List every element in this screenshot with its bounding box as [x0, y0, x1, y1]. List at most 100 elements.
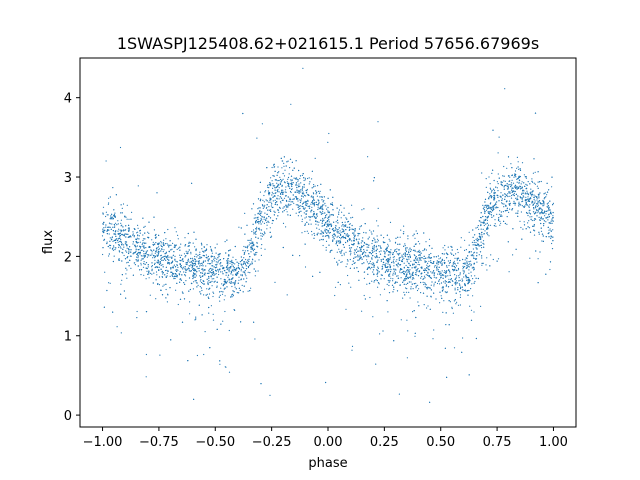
data-point	[247, 271, 249, 273]
data-point	[539, 202, 542, 204]
data-point	[466, 265, 468, 267]
data-point	[172, 242, 174, 244]
data-point	[247, 261, 249, 263]
data-point	[444, 275, 446, 277]
data-point	[297, 184, 299, 186]
data-point	[197, 267, 199, 270]
data-point	[205, 265, 207, 267]
data-point	[166, 275, 168, 277]
data-point	[109, 196, 111, 198]
data-point	[126, 251, 128, 253]
data-point	[533, 234, 536, 236]
data-point	[329, 224, 331, 226]
data-point	[167, 293, 169, 295]
data-point	[322, 208, 324, 210]
data-point	[154, 259, 156, 261]
data-point	[528, 212, 530, 214]
data-point	[195, 271, 197, 273]
data-point	[551, 176, 553, 178]
data-point	[500, 195, 502, 198]
data-point	[241, 259, 243, 261]
data-point	[296, 178, 298, 180]
data-point	[462, 270, 464, 272]
data-point	[148, 254, 150, 256]
data-point	[337, 231, 339, 233]
data-point	[442, 311, 444, 313]
data-point	[396, 248, 398, 250]
data-point	[464, 239, 466, 241]
data-point	[280, 202, 282, 204]
data-point	[145, 250, 147, 252]
data-point	[497, 173, 499, 175]
data-point	[465, 275, 467, 277]
data-point	[213, 292, 215, 294]
data-point	[137, 254, 139, 256]
data-point	[403, 231, 405, 233]
data-point	[216, 328, 218, 330]
data-point	[514, 204, 516, 206]
data-point	[361, 258, 363, 260]
data-point	[185, 255, 187, 257]
data-point	[493, 193, 495, 195]
data-point	[388, 274, 390, 276]
data-point	[540, 207, 542, 209]
data-point	[441, 297, 443, 299]
data-point	[514, 175, 516, 177]
data-point	[443, 271, 445, 274]
data-point	[141, 243, 143, 245]
data-point	[423, 275, 426, 277]
data-point	[265, 218, 267, 220]
data-point	[112, 187, 114, 189]
data-point	[439, 283, 441, 285]
data-point	[395, 237, 397, 239]
data-point	[382, 258, 384, 260]
data-point	[388, 281, 390, 283]
data-point	[515, 197, 517, 199]
data-point	[158, 242, 161, 244]
data-point	[545, 221, 547, 223]
data-point	[479, 245, 481, 247]
data-point	[472, 295, 474, 297]
data-point	[273, 210, 275, 212]
data-point	[271, 194, 273, 196]
data-point	[195, 282, 197, 284]
data-point	[284, 191, 286, 193]
data-point	[233, 291, 235, 293]
data-point	[440, 260, 442, 262]
data-point	[106, 214, 108, 216]
data-point	[175, 260, 177, 262]
data-point	[464, 266, 466, 268]
data-point	[202, 254, 204, 257]
data-point	[108, 202, 110, 204]
data-point	[399, 259, 401, 261]
data-point	[105, 215, 107, 218]
data-point	[473, 311, 475, 313]
data-point	[480, 224, 482, 227]
data-point	[151, 239, 153, 241]
data-point	[440, 276, 442, 278]
data-point	[115, 194, 117, 196]
data-point	[158, 284, 160, 286]
data-point	[199, 251, 201, 253]
data-point	[299, 175, 302, 177]
data-point	[175, 231, 177, 233]
data-point	[229, 262, 231, 264]
data-point	[165, 259, 167, 261]
data-point	[400, 268, 402, 270]
data-point	[247, 259, 249, 261]
data-point	[109, 240, 111, 242]
data-point	[437, 263, 439, 265]
data-point	[466, 279, 468, 281]
data-point	[531, 202, 533, 204]
data-point	[204, 331, 206, 333]
data-point	[454, 267, 456, 269]
data-point	[503, 165, 505, 168]
data-point	[316, 204, 319, 206]
data-point	[304, 224, 306, 226]
data-point	[424, 260, 426, 262]
data-point	[369, 282, 371, 285]
data-point	[337, 235, 339, 237]
data-point	[511, 209, 513, 211]
data-point	[436, 282, 439, 285]
data-point	[300, 189, 302, 191]
